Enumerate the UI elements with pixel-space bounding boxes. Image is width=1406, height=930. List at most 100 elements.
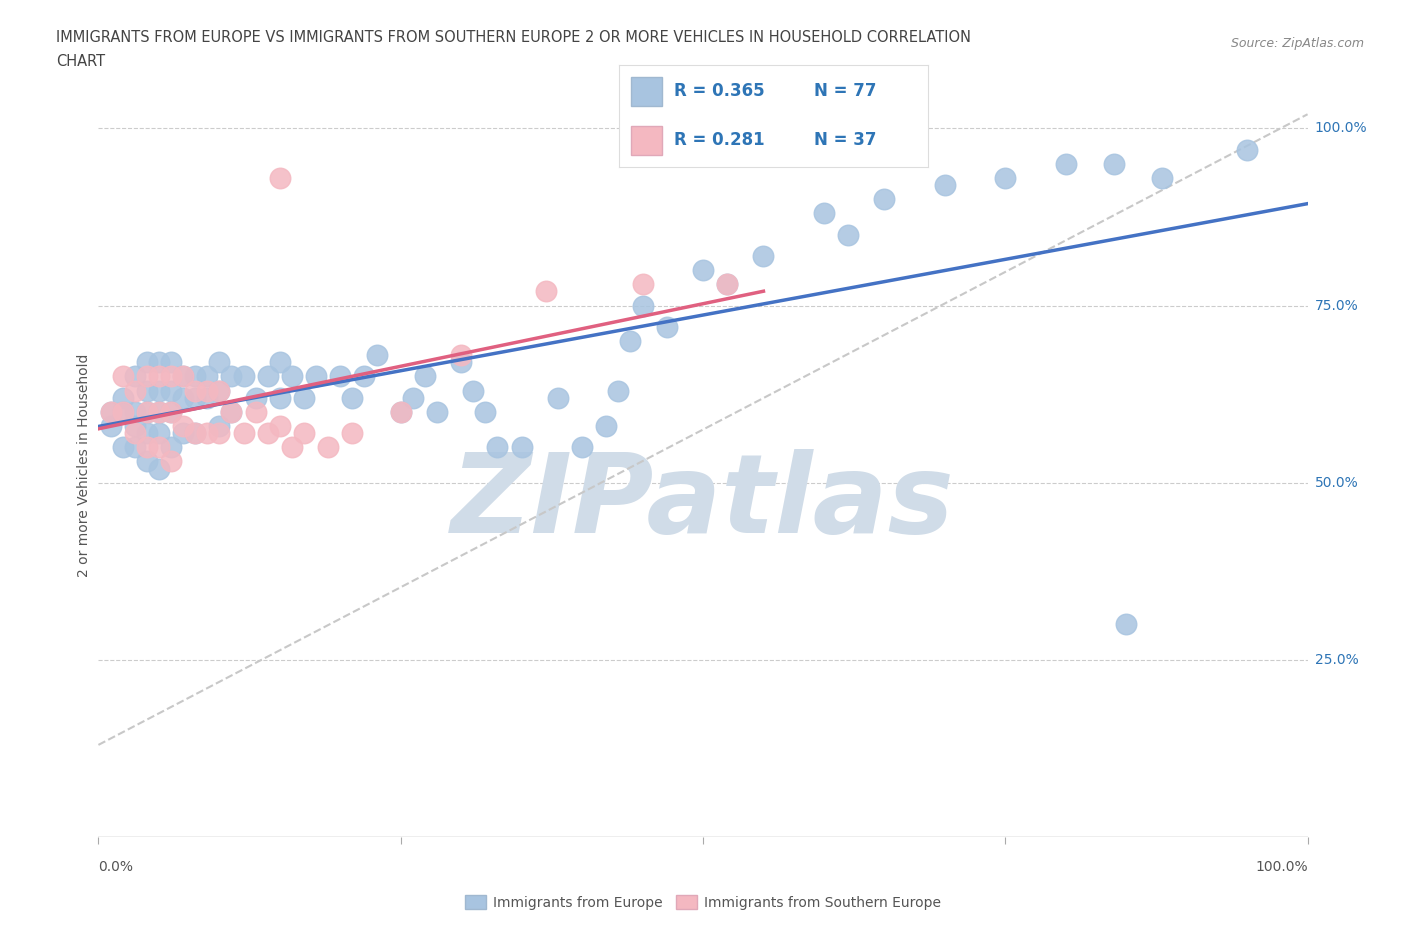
Point [245, 391, 267, 405]
Bar [631, 77, 662, 106]
Point [184, 426, 207, 441]
Point [148, 369, 170, 384]
Point [160, 383, 183, 398]
Point [135, 405, 157, 419]
Point [195, 383, 218, 398]
Text: 50.0%: 50.0% [1315, 476, 1358, 490]
Point [269, 355, 291, 370]
Point [342, 426, 364, 441]
Point [269, 391, 291, 405]
Point [655, 319, 678, 334]
Point [160, 369, 183, 384]
Point [148, 355, 170, 370]
Point [208, 426, 231, 441]
Point [486, 440, 509, 455]
Text: N = 37: N = 37 [814, 131, 876, 150]
Point [184, 426, 207, 441]
Point [716, 277, 738, 292]
Point [353, 369, 375, 384]
Text: 100.0%: 100.0% [1256, 860, 1308, 874]
Point [124, 440, 146, 455]
Point [100, 405, 122, 419]
Point [184, 391, 207, 405]
Point [195, 369, 218, 384]
Text: N = 77: N = 77 [814, 82, 876, 100]
Point [305, 369, 328, 384]
Point [172, 369, 194, 384]
Point [160, 405, 183, 419]
Point [547, 391, 569, 405]
Point [135, 355, 157, 370]
Text: 0.0%: 0.0% [98, 860, 134, 874]
Point [208, 355, 231, 370]
Point [172, 426, 194, 441]
Point [607, 383, 630, 398]
Legend: Immigrants from Europe, Immigrants from Southern Europe: Immigrants from Europe, Immigrants from … [460, 890, 946, 916]
Point [195, 391, 218, 405]
Point [100, 405, 122, 419]
Point [111, 391, 134, 405]
Point [692, 262, 714, 277]
Point [1152, 170, 1174, 185]
Point [510, 440, 533, 455]
Point [124, 405, 146, 419]
Point [1236, 142, 1258, 157]
Point [148, 461, 170, 476]
Point [716, 277, 738, 292]
Point [426, 405, 449, 419]
Point [135, 440, 157, 455]
Point [463, 383, 485, 398]
Point [124, 369, 146, 384]
Point [837, 227, 859, 242]
Point [172, 418, 194, 433]
Point [1102, 156, 1125, 171]
Text: 25.0%: 25.0% [1315, 653, 1358, 667]
Point [148, 440, 170, 455]
Text: 75.0%: 75.0% [1315, 299, 1358, 312]
Text: CHART: CHART [56, 54, 105, 69]
Point [450, 355, 472, 370]
Point [208, 418, 231, 433]
Bar [631, 126, 662, 155]
Point [111, 369, 134, 384]
Point [413, 369, 436, 384]
Point [124, 418, 146, 433]
Point [450, 348, 472, 363]
Point [934, 178, 956, 193]
Point [148, 383, 170, 398]
Point [160, 355, 183, 370]
Text: ZIPatlas: ZIPatlas [451, 448, 955, 556]
Point [269, 170, 291, 185]
Point [148, 405, 170, 419]
Text: R = 0.365: R = 0.365 [675, 82, 765, 100]
Point [148, 405, 170, 419]
Point [135, 405, 157, 419]
Point [281, 440, 304, 455]
Point [111, 440, 134, 455]
Point [184, 369, 207, 384]
Point [813, 206, 835, 221]
Point [221, 405, 243, 419]
Point [631, 299, 654, 313]
Point [631, 277, 654, 292]
Point [100, 418, 122, 433]
Point [208, 383, 231, 398]
Point [571, 440, 593, 455]
Point [221, 405, 243, 419]
Point [221, 369, 243, 384]
Point [232, 426, 254, 441]
Point [534, 284, 557, 299]
Point [402, 391, 425, 405]
Point [316, 440, 339, 455]
Point [160, 440, 183, 455]
Point [135, 383, 157, 398]
Point [1115, 617, 1137, 631]
Point [342, 391, 364, 405]
Point [172, 369, 194, 384]
Point [595, 418, 617, 433]
Point [256, 369, 278, 384]
Point [135, 426, 157, 441]
Point [619, 334, 641, 349]
Point [329, 369, 352, 384]
Point [124, 383, 146, 398]
